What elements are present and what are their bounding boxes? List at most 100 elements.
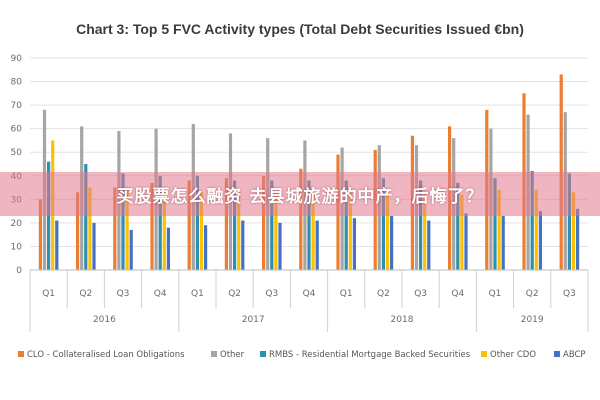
bar [373,149,377,270]
bar [460,194,464,270]
bar [88,187,92,270]
bar [501,215,505,270]
y-tick-label: 50 [11,148,23,158]
x-tick-label: Q1 [42,289,55,299]
bar [571,192,576,270]
bar [563,112,567,270]
x-tick-label: Q1 [191,289,204,299]
bar [274,192,278,270]
y-tick-label: 90 [11,54,23,64]
bar [158,175,162,270]
bar [567,173,571,270]
bar [348,192,352,270]
bar [42,109,47,270]
bar [352,218,356,270]
bar [485,109,489,270]
bar [80,126,84,270]
bar [377,145,381,270]
bar [187,180,191,270]
y-tick-label: 60 [11,125,23,135]
x-tick-label: Q4 [154,289,167,299]
bar [423,192,427,270]
year-label: 2018 [391,315,414,325]
legend: CLO - Collateralised Loan Obligations Oth… [18,350,586,360]
bars [38,74,580,271]
bar [497,189,501,270]
bar [162,189,166,270]
bar [456,182,460,270]
bar [464,213,468,270]
legend-swatch [211,351,217,357]
bar [195,175,199,270]
x-axis: Q1 Q2 Q3 Q4 Q1 Q2 Q3 Q4 Q1 Q2 Q3 Q4 Q1 Q2 Q3 2016 2017 20… [29,269,589,332]
bar [113,187,117,270]
bar [278,222,282,270]
bar [233,180,237,270]
y-axis-ticks: 0 10 20 30 40 50 60 70 80 90 [11,54,23,276]
bar [307,180,311,270]
x-tick-label: Q2 [377,289,390,299]
bar [84,164,88,270]
x-tick-label: Q4 [451,289,464,299]
legend-label: Other [220,350,245,360]
bar [228,133,233,270]
bar [526,114,530,271]
legend-label: CLO - Collateralised Loan Obligations [27,350,185,360]
bar [344,180,348,270]
x-tick-label: Q1 [489,289,502,299]
legend-swatch [554,351,560,357]
bar [311,189,315,270]
bar [410,135,414,270]
bar [154,128,158,270]
bar [199,192,204,270]
bar [241,220,245,270]
bar [414,145,419,270]
bar [237,192,241,270]
bar [530,171,534,270]
bar [522,93,526,270]
bar [299,168,303,270]
x-tick-label: Q4 [303,289,316,299]
bar [534,189,538,270]
year-label: 2017 [242,315,265,325]
bar [385,189,390,270]
bar [538,211,542,270]
bar [448,126,452,270]
legend-swatch [481,351,487,357]
x-tick-label: Q2 [79,289,92,299]
year-label: 2016 [93,315,116,325]
bar [576,208,580,270]
x-tick-label: Q2 [228,289,241,299]
bar [390,215,394,270]
legend-swatch [18,351,24,357]
bar [336,154,340,270]
y-tick-label: 10 [11,242,23,252]
chart-title: Chart 3: Top 5 FVC Activity types (Total… [76,21,524,37]
bar [303,140,307,270]
bar [204,225,208,270]
bar [452,138,456,270]
bar [489,128,493,270]
bar [47,161,51,270]
bar [419,180,423,270]
bar [191,123,195,270]
bar [121,173,125,270]
bar [340,147,344,270]
legend-label: Other CDO [490,350,536,360]
x-tick-label: Q2 [526,289,539,299]
legend-label: ABCP [563,350,586,360]
x-tick-label: Q3 [117,289,130,299]
bar [266,138,270,270]
y-tick-label: 80 [11,78,23,88]
bar [92,222,96,270]
bar [125,187,129,270]
year-label: 2019 [521,315,544,325]
y-tick-label: 40 [11,172,23,182]
x-tick-label: Q3 [414,289,427,299]
bar [38,199,42,270]
bar [129,229,133,270]
y-tick-label: 0 [16,266,22,276]
legend-label: RMBS - Residential Mortgage Backed Secur… [269,350,471,360]
